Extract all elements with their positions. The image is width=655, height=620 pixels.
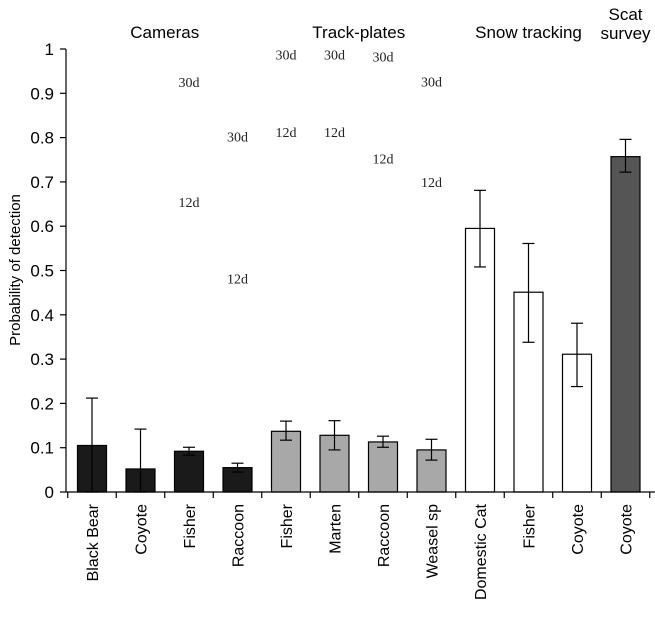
annotation-label: 30d bbox=[227, 131, 248, 146]
annotation-label: 12d bbox=[324, 126, 345, 141]
x-tick-label: Marten bbox=[328, 504, 345, 554]
group-label: Track-plates bbox=[312, 23, 405, 42]
y-tick-label: 0.6 bbox=[30, 217, 54, 236]
x-tick-label: Fisher bbox=[182, 503, 199, 548]
annotation-label: 30d bbox=[421, 75, 442, 90]
x-tick-label: Raccoon bbox=[376, 504, 393, 567]
y-tick-label: 0 bbox=[45, 483, 54, 502]
y-tick-label: 0.7 bbox=[30, 173, 54, 192]
x-tick-label: Fisher bbox=[522, 503, 539, 548]
y-tick-label: 0.9 bbox=[30, 84, 54, 103]
x-tick-label: Fisher bbox=[279, 503, 296, 548]
annotation-label: 12d bbox=[373, 152, 394, 167]
x-tick-label: Coyote bbox=[619, 504, 636, 555]
y-tick-label: 0.3 bbox=[30, 350, 54, 369]
y-tick-label: 1 bbox=[45, 40, 54, 59]
bar bbox=[464, 227, 496, 493]
bar bbox=[367, 441, 399, 493]
x-tick-label: Coyote bbox=[134, 504, 151, 555]
y-tick-label: 0.1 bbox=[30, 439, 54, 458]
y-tick-label: 0.5 bbox=[30, 262, 54, 281]
bar bbox=[610, 156, 641, 493]
annotation-label: 12d bbox=[179, 196, 200, 211]
group-label: Cameras bbox=[130, 23, 199, 42]
annotation-label: 30d bbox=[373, 51, 394, 66]
bar bbox=[173, 450, 205, 493]
annotation-label: 12d bbox=[421, 176, 442, 191]
annotation-label: 12d bbox=[227, 272, 248, 287]
x-tick-label: Black Bear bbox=[85, 503, 102, 581]
annotation-label: 30d bbox=[324, 48, 345, 63]
bar bbox=[270, 430, 302, 493]
annotation-label: 30d bbox=[276, 48, 297, 63]
y-tick-label: 0.8 bbox=[30, 129, 54, 148]
group-label: Snow tracking bbox=[475, 23, 582, 42]
annotation-label: 12d bbox=[276, 126, 297, 141]
group-label: Scat survey bbox=[600, 5, 651, 43]
y-tick-label: 0.4 bbox=[30, 306, 54, 325]
annotation-label: 30d bbox=[179, 76, 200, 91]
y-tick-label: 0.2 bbox=[30, 394, 54, 413]
x-tick-label: Weasel sp bbox=[425, 504, 442, 579]
x-tick-label: Raccoon bbox=[231, 504, 248, 567]
y-axis-title: Probability of detection bbox=[7, 194, 24, 346]
x-tick-label: Coyote bbox=[570, 504, 587, 555]
x-tick-label: Domestic Cat bbox=[473, 503, 490, 600]
